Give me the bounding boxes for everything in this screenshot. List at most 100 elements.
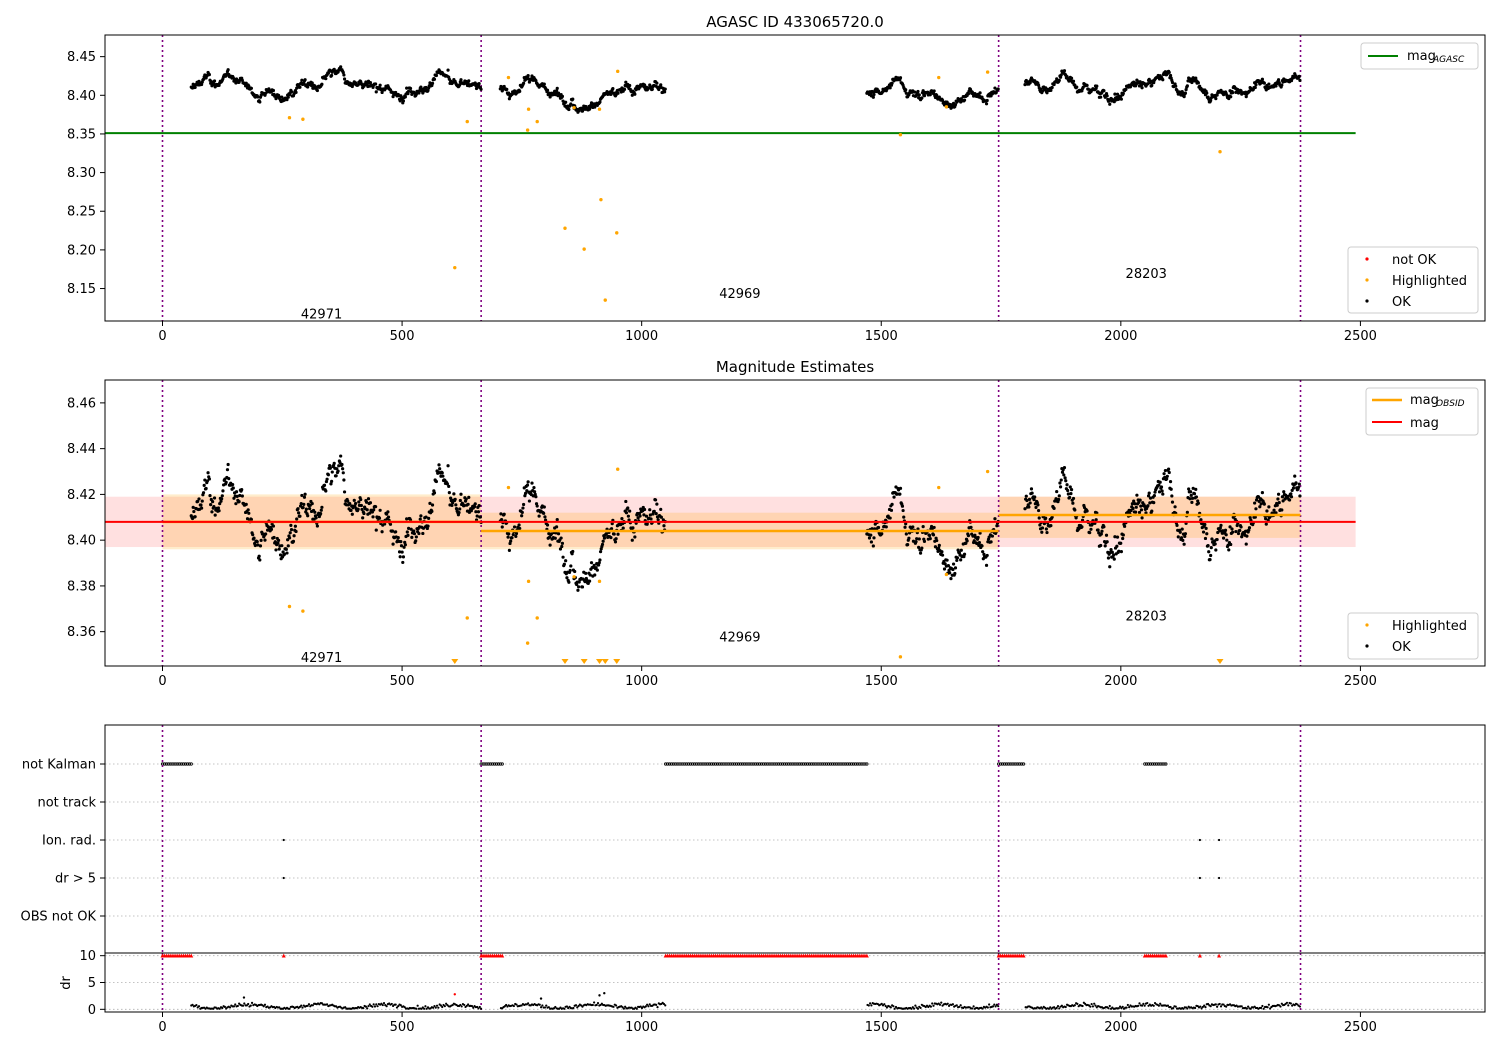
flag-point [834,762,838,766]
dr-point [951,1003,955,1006]
y-tick-label: 8.42 [67,488,96,503]
ok-point [314,516,318,520]
flag-point [1198,876,1201,880]
dr-point [988,1003,991,1006]
ok-point [412,529,416,533]
dr-point [463,1003,466,1007]
ok-point [202,483,206,487]
ok-point [298,85,302,89]
ok-point [478,515,483,519]
ok-point [1189,493,1193,497]
flag-point [838,762,842,766]
ok-point [1179,536,1184,540]
ok-point [237,500,241,504]
ok-point [282,552,286,556]
flag-point [713,762,718,766]
ok-point [226,68,230,72]
ok-point [306,85,310,89]
flag-point [665,762,670,766]
ok-point [663,87,667,91]
flag-point [796,762,800,766]
magnitude-panel: 42971 42969 28203 0 500 1000 1500 2000 2500 8.36… [67,379,1486,689]
dr-point [344,1006,347,1009]
ok-point [1287,498,1292,502]
dr-point [1203,1004,1206,1007]
clipped-point-marker [561,659,569,664]
ok-point [1134,505,1138,509]
ok-point [514,534,518,539]
ok-point [505,87,509,91]
ok-point [397,550,402,554]
ok-point [459,78,463,82]
ok-point [522,502,526,507]
ok-point [1066,492,1070,496]
flag-point [183,762,188,766]
ok-point [339,65,343,69]
ok-point [1023,83,1027,87]
dr-point [262,1005,265,1008]
ok-point [473,81,477,85]
ok-point [1100,529,1104,533]
ok-point [948,571,952,575]
dr-point [543,1006,547,1009]
ok-point [477,82,481,86]
highlighted-point [582,247,586,251]
ok-point [1065,483,1069,487]
ok-point [907,536,911,540]
ok-point [928,537,932,541]
dr-point [593,1001,596,1004]
ok-point [1289,492,1293,496]
dr-point [459,1003,462,1007]
dr-point [250,1001,254,1004]
dr-point [1093,1002,1096,1005]
dr-point [547,1006,550,1009]
ok-point [1032,498,1036,502]
ok-point [209,503,213,507]
ok-point [276,541,280,545]
dr-point [958,1005,961,1008]
ok-point [1264,517,1268,521]
ok-point [409,527,413,531]
ok-point [1260,77,1265,81]
ok-point [306,514,310,518]
ok-point [867,536,872,540]
ok-point [1152,501,1156,505]
ok-point [1181,538,1185,542]
ok-point [432,77,437,81]
dr-point [1260,1006,1263,1009]
dr-point [1245,1007,1248,1010]
ok-point [969,525,973,529]
ok-point [984,102,989,106]
flag-point [821,762,825,766]
ok-point [479,87,483,91]
ok-point [648,513,652,517]
dr-point [662,1002,666,1006]
y-tick-label: 8.45 [67,50,96,65]
ok-point [1040,530,1044,534]
dr-point [439,1004,443,1007]
dr-point [197,1005,201,1008]
magnitude-legend-top: mag OBSID mag [1365,387,1479,436]
ok-point [1209,98,1213,103]
ok-point [953,566,958,570]
ok-point [276,538,281,542]
dr-point [1200,1007,1203,1010]
ok-point [1173,505,1177,509]
ok-point [1282,490,1286,494]
ok-point [446,68,450,72]
ok-point [319,508,323,512]
ok-point [911,525,915,529]
legend-highlighted-label: Highlighted [1392,619,1467,634]
dr-point [505,1003,508,1007]
ok-point [231,482,235,487]
agasc-legend-bottom: not OK Highlighted OK [1347,246,1479,314]
dr-point [646,1003,649,1006]
dr-point [912,1007,916,1010]
dr-point [527,1002,530,1005]
ok-point [1073,508,1077,512]
flag-point [683,762,687,766]
ok-point [589,561,594,565]
ok-point [216,506,221,510]
highlighted-point [985,469,990,474]
dr-point [441,1005,444,1009]
